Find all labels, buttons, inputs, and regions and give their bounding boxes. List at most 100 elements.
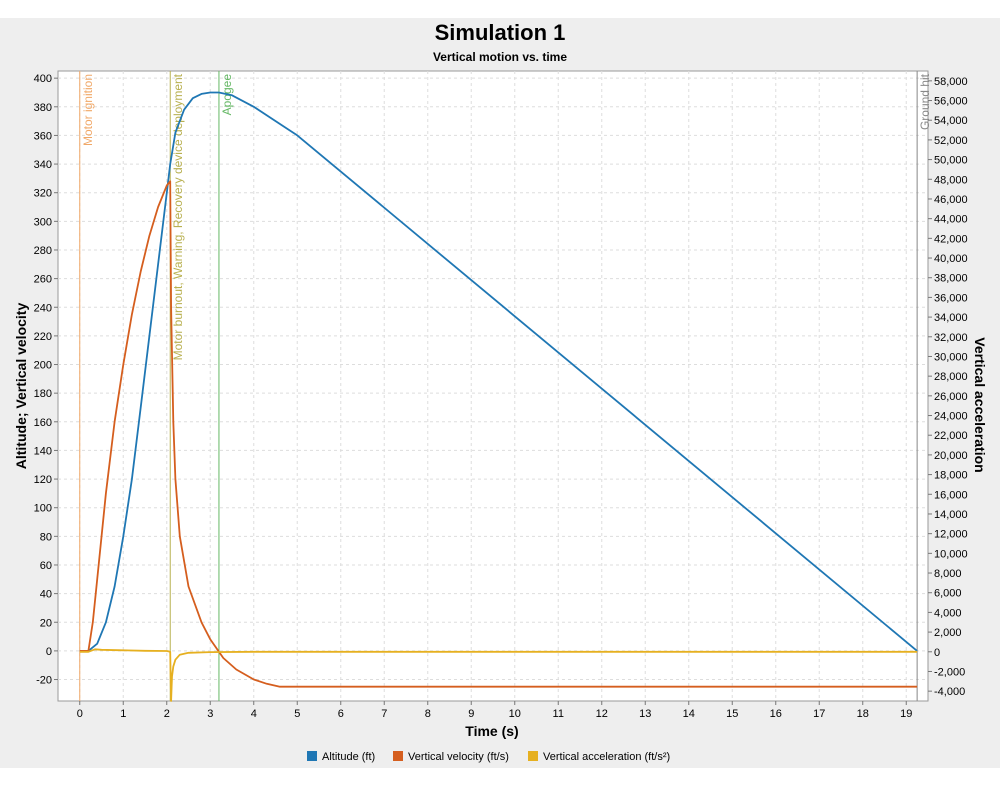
- x-tick-label: 9: [468, 708, 474, 720]
- y-left-tick-label: 20: [40, 617, 52, 629]
- y-right-tick-label: -2,000: [934, 666, 965, 678]
- y-right-tick-label: 2,000: [934, 627, 962, 639]
- y-axis-right-label: Vertical acceleration: [972, 337, 988, 472]
- x-tick-label: 4: [251, 708, 257, 720]
- series-line: [79, 180, 918, 688]
- event-label: Motor ignition: [81, 74, 95, 146]
- y-right-tick-label: 30,000: [934, 351, 968, 363]
- y-right-tick-label: -4,000: [934, 686, 965, 698]
- y-right-tick-label: 24,000: [934, 411, 968, 423]
- y-right-tick-label: 48,000: [934, 174, 968, 186]
- y-right-tick-label: 54,000: [934, 115, 968, 127]
- series-lines: [79, 91, 918, 702]
- x-tick-label: 6: [338, 708, 344, 720]
- legend-swatch: [528, 751, 538, 761]
- y-left-tick-label: 240: [34, 302, 52, 314]
- y-right-tick-label: 6,000: [934, 588, 962, 600]
- y-right-tick-label: 52,000: [934, 135, 968, 147]
- chart: Simulation 1 Vertical motion vs. time Mo…: [13, 20, 988, 763]
- y-left-tick-label: 40: [40, 589, 52, 601]
- y-right-tick-label: 36,000: [934, 292, 968, 304]
- legend-label: Vertical acceleration (ft/s²): [543, 751, 670, 763]
- event-label: Ground hit: [918, 73, 932, 130]
- y-right-tick-label: 16,000: [934, 489, 968, 501]
- x-tick-label: 17: [813, 708, 825, 720]
- y-right-tick-label: 34,000: [934, 312, 968, 324]
- y-right-tick-label: 18,000: [934, 470, 968, 482]
- series-line: [79, 91, 918, 652]
- y-right-tick-label: 20,000: [934, 450, 968, 462]
- y-right-tick-label: 4,000: [934, 607, 962, 619]
- y-left-tick-label: 400: [34, 73, 52, 85]
- y-left-tick-label: 140: [34, 445, 52, 457]
- y-left-tick-label: 340: [34, 159, 52, 171]
- x-tick-label: 16: [770, 708, 782, 720]
- grid-lines: [58, 71, 928, 701]
- y-left-tick-label: 60: [40, 560, 52, 572]
- x-axis-label: Time (s): [465, 723, 518, 739]
- y-right-tick-label: 12,000: [934, 529, 968, 541]
- x-tick-label: 0: [77, 708, 83, 720]
- series-line: [79, 648, 918, 702]
- y-left-tick-label: 360: [34, 130, 52, 142]
- y-right-tick-label: 22,000: [934, 430, 968, 442]
- event-markers: Motor ignition Motor burnout, Warning, Re…: [79, 71, 932, 701]
- y-right-tick-label: 56,000: [934, 96, 968, 108]
- y-right-tick-label: 26,000: [934, 391, 968, 403]
- y-left-tick-label: 160: [34, 417, 52, 429]
- y-left-tick-label: 180: [34, 388, 52, 400]
- x-tick-label: 3: [207, 708, 213, 720]
- y-left-tick-label: 0: [46, 646, 52, 658]
- x-tick-label: 10: [509, 708, 521, 720]
- x-tick-label: 2: [164, 708, 170, 720]
- y-left-tick-label: 380: [34, 102, 52, 114]
- y-left-tick-label: -20: [36, 675, 52, 687]
- y-left-tick-label: 220: [34, 331, 52, 343]
- y-right-tick-label: 40,000: [934, 253, 968, 265]
- y-left-tick-label: 80: [40, 531, 52, 543]
- legend-label: Altitude (ft): [322, 751, 375, 763]
- y-right-tick-label: 32,000: [934, 332, 968, 344]
- y-right-tick-label: 38,000: [934, 273, 968, 285]
- legend-swatch: [307, 751, 317, 761]
- event-label: Motor burnout, Warning, Recovery device …: [171, 73, 185, 360]
- x-tick-label: 13: [639, 708, 651, 720]
- y-axis-left-label: Altitude; Vertical velocity: [13, 303, 29, 470]
- x-tick-label: 8: [425, 708, 431, 720]
- x-tick-label: 1: [120, 708, 126, 720]
- legend: Altitude (ft) Vertical velocity (ft/s) Ver…: [307, 751, 670, 763]
- y-right-tick-label: 14,000: [934, 509, 968, 521]
- x-tick-label: 19: [900, 708, 912, 720]
- chart-panel: Simulation 1 Vertical motion vs. time Mo…: [0, 18, 1000, 768]
- y-right-tick-label: 42,000: [934, 233, 968, 245]
- y-left-tick-label: 300: [34, 216, 52, 228]
- chart-subtitle: Vertical motion vs. time: [433, 50, 567, 64]
- x-tick-label: 7: [381, 708, 387, 720]
- y-right-tick-label: 8,000: [934, 568, 962, 580]
- y-right-tick-label: 28,000: [934, 371, 968, 383]
- x-tick-label: 18: [857, 708, 869, 720]
- x-tick-label: 11: [553, 708, 564, 720]
- x-tick-label: 14: [683, 708, 695, 720]
- y-right-tick-label: 44,000: [934, 214, 968, 226]
- y-left-tick-label: 120: [34, 474, 52, 486]
- x-tick-label: 12: [596, 708, 608, 720]
- chart-title: Simulation 1: [435, 20, 566, 45]
- legend-label: Vertical velocity (ft/s): [408, 751, 509, 763]
- y-left-tick-label: 260: [34, 274, 52, 286]
- x-tick-label: 5: [294, 708, 300, 720]
- y-axis-left: -20 0 20 40 60 80 100 120 140 160 180 200 220 240 260 2…: [34, 73, 58, 687]
- x-tick-label: 15: [726, 708, 738, 720]
- y-right-tick-label: 50,000: [934, 155, 968, 167]
- y-left-tick-label: 200: [34, 360, 52, 372]
- y-right-tick-label: 46,000: [934, 194, 968, 206]
- y-right-tick-label: 58,000: [934, 76, 968, 88]
- y-left-tick-label: 280: [34, 245, 52, 257]
- y-right-tick-label: 0: [934, 647, 940, 659]
- plot-area: [57, 70, 929, 702]
- y-left-tick-label: 100: [34, 503, 52, 515]
- x-axis: 0 1 2 3 4 5 6 7 8 9 10 11 12 13 14 15 16 17 18 19: [77, 701, 912, 720]
- y-left-tick-label: 320: [34, 188, 52, 200]
- y-right-tick-label: 10,000: [934, 548, 968, 560]
- legend-swatch: [393, 751, 403, 761]
